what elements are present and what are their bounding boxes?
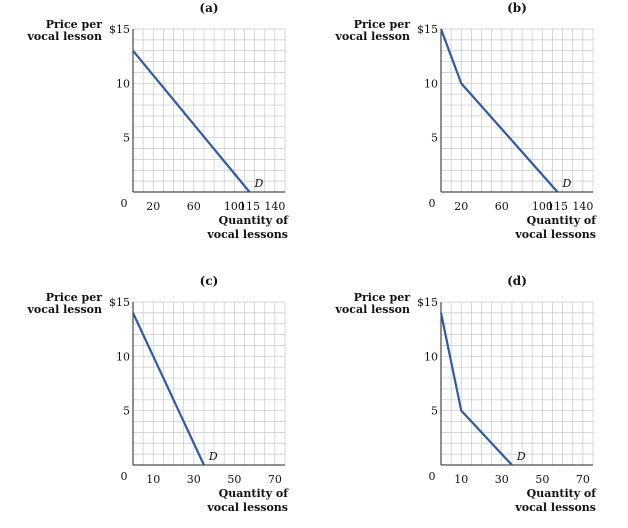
y-axis-label-line2: vocal lesson (27, 30, 102, 43)
demand-curve-line (132, 312, 205, 466)
x-axis-label-line2: vocal lessons (206, 501, 288, 514)
panel-title: (a) (199, 1, 218, 15)
y-tick-label: 5 (431, 405, 438, 418)
x-axis-label-line2: vocal lessons (514, 228, 596, 241)
demand-curve-line (132, 50, 251, 193)
x-tick-label: 60 (187, 200, 201, 213)
x-tick-label: 50 (535, 473, 549, 486)
x-tick-label: 100 (224, 200, 245, 213)
origin-label: 0 (429, 470, 436, 483)
x-tick-label: 10 (454, 473, 468, 486)
x-axis-label-line1: Quantity of (219, 487, 290, 500)
y-axis-label-line1: Price per (354, 18, 410, 31)
x-tick-label: 140 (264, 200, 285, 213)
y-tick-label: 10 (116, 350, 130, 363)
y-tick-label: $15 (417, 23, 438, 36)
y-axis-label-line2: vocal lesson (27, 303, 102, 316)
demand-curve-line (439, 28, 559, 193)
x-tick-label: 20 (146, 200, 160, 213)
y-tick-label: 10 (424, 350, 438, 363)
x-tick-label: 70 (576, 473, 590, 486)
x-axis-label-line2: vocal lessons (514, 501, 596, 514)
y-axis-label-line2: vocal lesson (335, 303, 410, 316)
y-tick-label: $15 (417, 296, 438, 309)
x-tick-label: 10 (146, 473, 160, 486)
panel-title: (c) (200, 274, 219, 288)
y-tick-label: $15 (109, 23, 130, 36)
demand-curve-line (439, 312, 513, 466)
y-tick-label: 5 (123, 405, 130, 418)
origin-label: 0 (121, 197, 128, 210)
x-tick-label: 60 (495, 200, 509, 213)
x-tick-label: 115 (547, 200, 568, 213)
x-axis-label-line2: vocal lessons (206, 228, 288, 241)
x-tick-label: 30 (495, 473, 509, 486)
y-axis-label-line2: vocal lesson (335, 30, 410, 43)
origin-label: 0 (121, 470, 128, 483)
y-axis-label-line1: Price per (46, 18, 102, 31)
y-tick-label: 5 (123, 132, 130, 145)
x-axis-label-line1: Quantity of (219, 214, 290, 227)
y-tick-label: 10 (424, 77, 438, 90)
x-tick-label: 50 (227, 473, 241, 486)
y-tick-label: 5 (431, 132, 438, 145)
y-tick-label: 10 (116, 77, 130, 90)
x-axis-label-line1: Quantity of (527, 487, 598, 500)
x-tick-label: 115 (239, 200, 260, 213)
x-tick-label: 20 (454, 200, 468, 213)
y-tick-label: $15 (109, 296, 130, 309)
demand-curve-label: D (516, 450, 526, 463)
x-tick-label: 140 (572, 200, 593, 213)
origin-label: 0 (429, 197, 436, 210)
y-axis-label-line1: Price per (46, 291, 102, 304)
x-tick-label: 30 (187, 473, 201, 486)
x-tick-label: 70 (268, 473, 282, 486)
panel-title: (b) (507, 1, 527, 15)
panel-title: (d) (507, 274, 527, 288)
demand-curve-label: D (254, 177, 264, 190)
demand-curve-label: D (208, 450, 218, 463)
x-axis-label-line1: Quantity of (527, 214, 598, 227)
y-axis-label-line1: Price per (354, 291, 410, 304)
x-tick-label: 100 (532, 200, 553, 213)
demand-curve-label: D (562, 177, 572, 190)
